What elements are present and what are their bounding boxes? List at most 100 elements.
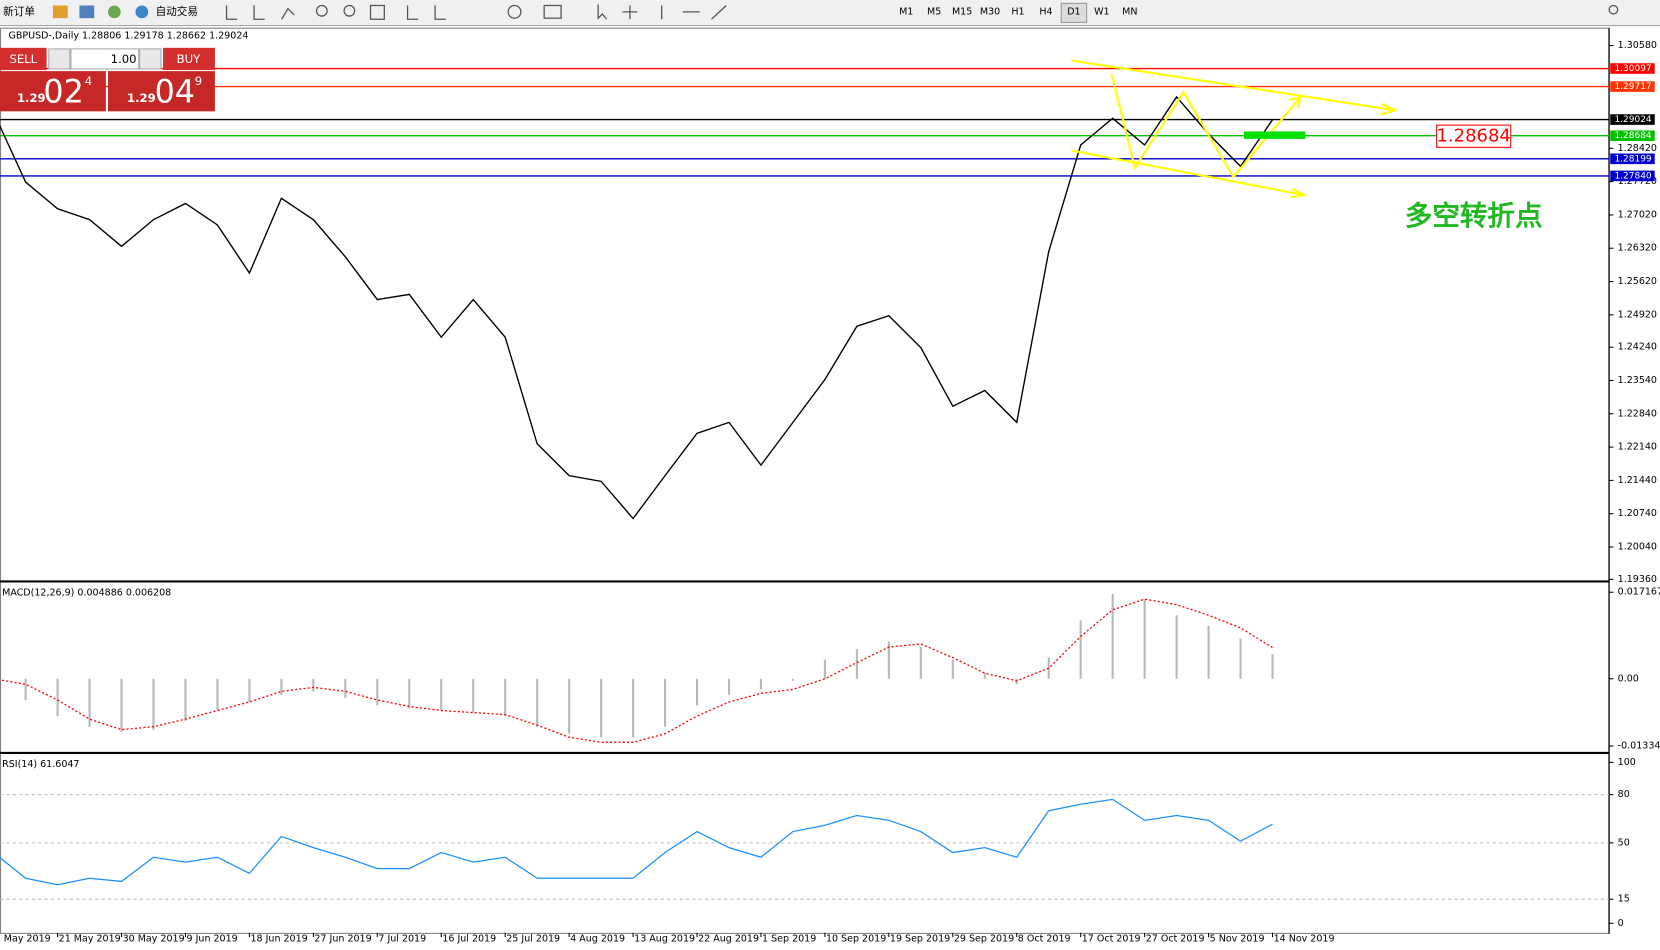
x-tick-label: 13 Aug 2019: [634, 934, 695, 945]
macd-bar: [919, 647, 922, 679]
sell-button[interactable]: [0, 47, 47, 71]
timeframe-button[interactable]: M5: [927, 6, 941, 17]
timeframe-button[interactable]: M15: [952, 6, 972, 17]
buy-label[interactable]: BUY: [177, 52, 201, 66]
price-label: 1.28199: [1614, 154, 1651, 164]
chart-title: GBPUSD-,Daily 1.28806 1.29178 1.28662 1.…: [8, 31, 248, 42]
icon[interactable]: [52, 5, 68, 19]
x-tick-label: 27 Jun 2019: [314, 934, 371, 945]
price-line: [0, 95, 1274, 520]
icon[interactable]: [597, 4, 727, 20]
sell-label[interactable]: SELL: [9, 52, 37, 66]
y-tick-label: 1.22140: [1618, 442, 1657, 453]
buy-prefix[interactable]: 1.29: [127, 91, 156, 105]
timeframe-button[interactable]: D1: [1067, 6, 1080, 17]
macd-bar: [983, 673, 986, 679]
new-order-button[interactable]: 新订单: [3, 5, 35, 18]
macd-bar: [1111, 594, 1114, 679]
price-label-box: [1610, 114, 1655, 125]
macd-bar: [376, 678, 379, 706]
auto-trading-button[interactable]: 自动交易: [156, 5, 198, 18]
toolbar-bg: [0, 0, 1660, 26]
macd-bar: [440, 678, 443, 711]
price-label-box: [1610, 170, 1655, 182]
timeframe-button[interactable]: H4: [1039, 6, 1052, 17]
macd-bar: [568, 678, 571, 734]
sell-price-box[interactable]: [0, 71, 106, 112]
buy-small[interactable]: 9: [195, 74, 202, 88]
y-tick-label: 15: [1618, 894, 1630, 905]
timeframe-button[interactable]: H1: [1011, 6, 1024, 17]
price-label: 1.27840: [1614, 171, 1651, 181]
icon[interactable]: [369, 4, 385, 20]
icon[interactable]: [79, 5, 95, 19]
x-tick-label: 30 May 2019: [123, 934, 185, 945]
macd-bar: [312, 678, 315, 692]
sell-prefix[interactable]: 1.29: [17, 91, 46, 105]
plot-area: [0, 67, 1610, 900]
price-label-box: [1610, 81, 1655, 92]
x-tick-label: 21 May 2019: [59, 934, 121, 945]
macd-bar: [887, 641, 890, 679]
price-label-box: [1610, 130, 1655, 142]
y-tick-label: 1.26320: [1618, 243, 1657, 254]
macd-title: MACD(12,26,9) 0.004886 0.006208: [2, 588, 171, 599]
macd-bar: [1079, 620, 1082, 679]
macd-bar: [536, 678, 539, 727]
x-tick-label: 14 Nov 2019: [1274, 934, 1335, 945]
x-tick-label: 29 Sep 2019: [954, 934, 1014, 945]
icon[interactable]: [343, 4, 356, 17]
y-tick-label: 1.24920: [1618, 309, 1657, 320]
sell-small[interactable]: 4: [85, 74, 92, 88]
icon[interactable]: [315, 4, 328, 17]
x-tick-label: 25 Jul 2019: [506, 934, 560, 945]
y-tick-label: 0: [1618, 918, 1624, 929]
macd-bar: [344, 678, 347, 698]
x-tick-label: 4 Aug 2019: [570, 934, 625, 945]
icon[interactable]: [107, 5, 121, 19]
y-tick-label: 1.19360: [1618, 574, 1657, 585]
icon[interactable]: [543, 4, 562, 19]
x-tick-label: 10 Sep 2019: [826, 934, 886, 945]
chart-border: [0, 27, 1610, 934]
macd-bar: [1143, 599, 1146, 679]
macd-bar: [24, 678, 27, 700]
icon[interactable]: [225, 5, 295, 20]
timeframe-button[interactable]: MN: [1122, 6, 1137, 17]
timeframe-button[interactable]: M1: [899, 6, 913, 17]
auto-trading-icon[interactable]: [135, 5, 149, 19]
icon[interactable]: [406, 5, 446, 20]
x-tick-label: 7 Jul 2019: [378, 934, 426, 945]
price-label: 1.28684: [1614, 131, 1651, 141]
macd-bar: [248, 678, 251, 702]
macd-bar: [727, 678, 731, 695]
rsi-line: [0, 798, 1273, 886]
buy-big[interactable]: 04: [155, 74, 195, 110]
macd-bar: [664, 678, 667, 727]
annotation: 多空转折点: [1405, 200, 1543, 232]
lot-up[interactable]: [139, 48, 162, 70]
x-tick-label: 19 Sep 2019: [890, 934, 950, 945]
y-tick-label: 0.00: [1618, 673, 1639, 684]
x-tick-label: 2 May 2019: [0, 934, 51, 945]
lot-down[interactable]: [48, 48, 71, 70]
timeframe-button[interactable]: W1: [1094, 6, 1109, 17]
timeframe-button[interactable]: M30: [980, 6, 1000, 17]
lot-value[interactable]: 1.00: [111, 52, 137, 66]
y-tick-label: 1.28420: [1618, 143, 1657, 154]
buy-button[interactable]: [163, 47, 215, 71]
sell-big[interactable]: 02: [43, 74, 83, 110]
buy-price-box[interactable]: [107, 71, 215, 112]
search-icon[interactable]: [1608, 4, 1619, 15]
macd-bar: [184, 678, 187, 722]
y-tick-label: 80: [1618, 789, 1630, 800]
macd-bar: [88, 678, 91, 727]
price-label-box: [1610, 63, 1655, 74]
x-tick-label: 9 Jun 2019: [187, 934, 238, 945]
icon[interactable]: [507, 4, 522, 19]
y-tick-label: 50: [1618, 837, 1630, 848]
macd-bar: [472, 678, 475, 713]
lot-input[interactable]: [70, 48, 140, 70]
arrow-heads: [1289, 96, 1399, 199]
timeframe-bar: M1 M5 M15 M30 H1 H4 D1 W1 MN: [899, 2, 1137, 23]
